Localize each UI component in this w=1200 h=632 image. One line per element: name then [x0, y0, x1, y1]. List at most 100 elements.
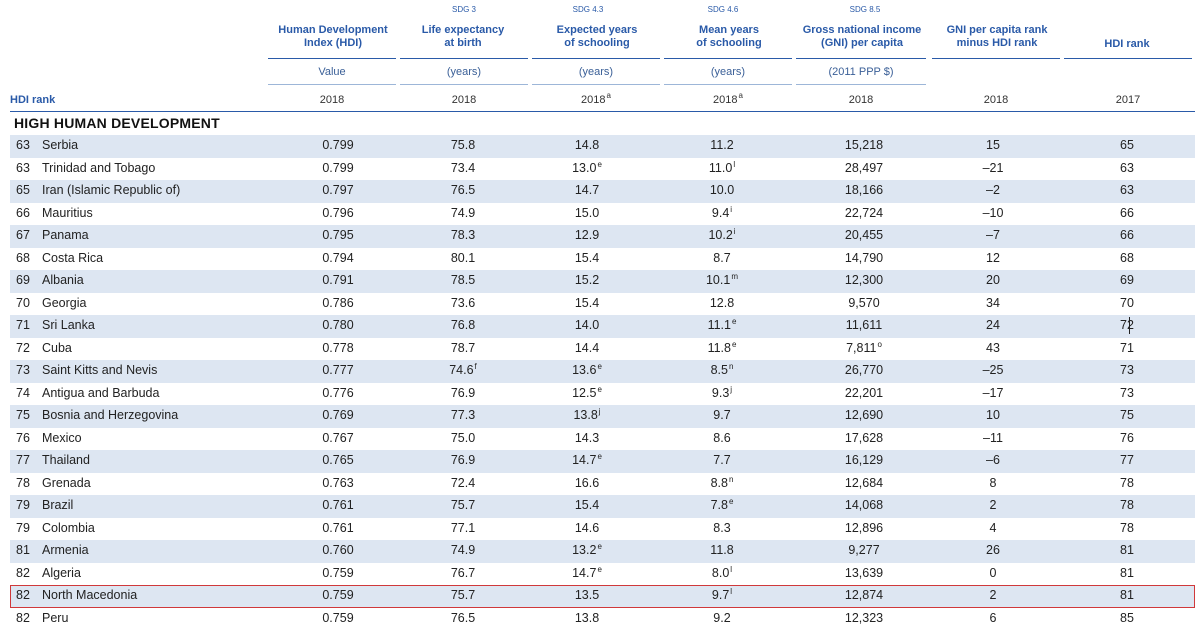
cell-country: Iran (Islamic Republic of) — [42, 183, 181, 197]
cell-hdi: 0.759 — [322, 565, 354, 580]
cell-life: 80.1 — [450, 250, 476, 265]
cell-gni: 15,218 — [844, 138, 884, 152]
cell-rank: 67 — [16, 228, 30, 242]
cell-exp: 15.2 — [574, 273, 600, 287]
unit-label: (years) — [710, 66, 746, 78]
footnote-mark: i — [730, 204, 733, 214]
cell-exp: 13.0e — [572, 159, 602, 175]
cell-hdi: 0.778 — [322, 340, 354, 355]
cell-gni: 9,570 — [848, 295, 880, 310]
col-header-gni: Gross national income (GNI) per capita — [802, 24, 922, 49]
cell-exp: 14.6 — [574, 520, 600, 535]
unit-label: (years) — [578, 66, 614, 78]
cell-mean: 8.7 — [713, 250, 731, 265]
year-label: 2018 — [451, 94, 477, 106]
cell-country: Panama — [42, 228, 89, 242]
cell-mean: 11.8e — [707, 339, 737, 355]
footnote-mark: l — [730, 587, 733, 596]
cell-mean: 8.3 — [713, 520, 731, 535]
cell-life: 73.4 — [450, 160, 476, 175]
cell-rank: 82 — [16, 610, 30, 625]
text-cursor — [1129, 317, 1130, 334]
cell-mean: 7.8e — [710, 497, 734, 513]
cell-rank: 71 — [16, 318, 30, 332]
sdg-label: SDG 3 — [451, 5, 476, 14]
cell-exp: 12.5e — [572, 384, 602, 400]
cell-hdi: 0.797 — [322, 183, 354, 197]
cell-hdi17: 70 — [1120, 295, 1134, 310]
cell-rank: 75 — [16, 408, 30, 422]
cell-mean: 9.7l — [711, 587, 733, 603]
cell-mean: 9.7 — [713, 408, 731, 422]
cell-mean: 10.2i — [708, 227, 736, 243]
cell-country: Bosnia and Herzegovina — [42, 408, 179, 422]
cell-hdi17: 78 — [1120, 498, 1134, 512]
divider — [532, 84, 660, 85]
year-label: 2018a — [581, 91, 611, 107]
cell-mean: 8.6 — [713, 430, 731, 445]
cell-country: Thailand — [42, 453, 90, 467]
cell-gnirank: 8 — [989, 475, 997, 490]
cell-rank: 76 — [16, 430, 30, 445]
divider — [796, 84, 926, 85]
cell-country: Costa Rica — [42, 250, 104, 265]
cell-country: Albania — [42, 273, 84, 287]
footnote-mark: e — [597, 159, 602, 169]
footnote-mark: e — [731, 339, 737, 349]
cell-gnirank: –11 — [983, 430, 1003, 445]
cell-hdi: 0.776 — [322, 385, 354, 400]
footnote-mark: f — [474, 362, 477, 371]
col-header-life: Life expectancy at birth — [421, 24, 505, 49]
footnote-mark: m — [731, 272, 738, 281]
cell-mean: 12.8 — [709, 295, 735, 310]
cell-gnirank: 2 — [989, 588, 997, 602]
cell-gni: 13,639 — [844, 565, 884, 580]
cell-life: 74.9 — [450, 543, 476, 557]
cell-mean: 8.0l — [711, 564, 733, 580]
cell-life: 76.8 — [450, 318, 476, 332]
table-body: 63 Serbia 0.799 75.8 14.8 11.2 15,218 15 65 63 Tri… — [10, 135, 1195, 630]
year-label: 2018 — [848, 94, 874, 106]
cell-exp: 14.8 — [574, 138, 600, 152]
cell-mean: 8.5n — [710, 362, 734, 378]
cell-country: North Macedonia — [42, 588, 138, 602]
footnote-mark: e — [597, 452, 602, 461]
cell-gnirank: 15 — [986, 138, 1000, 152]
cell-country: Brazil — [42, 498, 74, 512]
unit-label: (years) — [446, 66, 482, 78]
cell-rank: 74 — [16, 385, 30, 400]
cell-mean: 9.3j — [711, 384, 733, 400]
cell-hdi17: 69 — [1120, 273, 1134, 287]
cell-gni: 28,497 — [844, 160, 884, 175]
footnote-mark: j — [598, 407, 601, 416]
cell-life: 78.5 — [450, 273, 476, 287]
cell-hdi17: 85 — [1120, 610, 1134, 625]
table-row: 78 Grenada 0.763 72.4 16.6 8.8n 12,684 8 78 — [10, 473, 1195, 496]
footnote-mark: e — [731, 317, 737, 326]
cell-hdi: 0.759 — [322, 588, 354, 602]
cell-country: Colombia — [42, 520, 95, 535]
cell-gni: 12,323 — [844, 610, 884, 625]
footnote-mark: j — [730, 384, 733, 394]
cell-country: Grenada — [42, 475, 91, 490]
cell-hdi: 0.777 — [322, 363, 354, 377]
cell-hdi: 0.796 — [322, 205, 354, 220]
cell-gnirank: 43 — [986, 340, 1000, 355]
cell-rank: 72 — [16, 340, 30, 355]
cell-gnirank: –17 — [982, 385, 1004, 400]
cell-life: 78.3 — [450, 228, 476, 242]
cell-hdi: 0.799 — [322, 138, 354, 152]
cell-hdi17: 76 — [1120, 430, 1134, 445]
cell-life: 75.7 — [450, 498, 476, 512]
table-row: 79 Brazil 0.761 75.7 15.4 7.8e 14,068 2 78 — [10, 495, 1195, 518]
section-title: HIGH HUMAN DEVELOPMENT — [14, 115, 220, 131]
cell-exp: 14.7 — [574, 183, 600, 197]
cell-gnirank: 26 — [986, 543, 1000, 557]
divider — [268, 84, 396, 85]
cell-country: Saint Kitts and Nevis — [42, 363, 158, 377]
cell-gnirank: 0 — [989, 565, 997, 580]
cell-gni: 11,611 — [845, 318, 883, 332]
cell-hdi17: 78 — [1120, 475, 1134, 490]
cell-life: 76.5 — [450, 610, 476, 625]
